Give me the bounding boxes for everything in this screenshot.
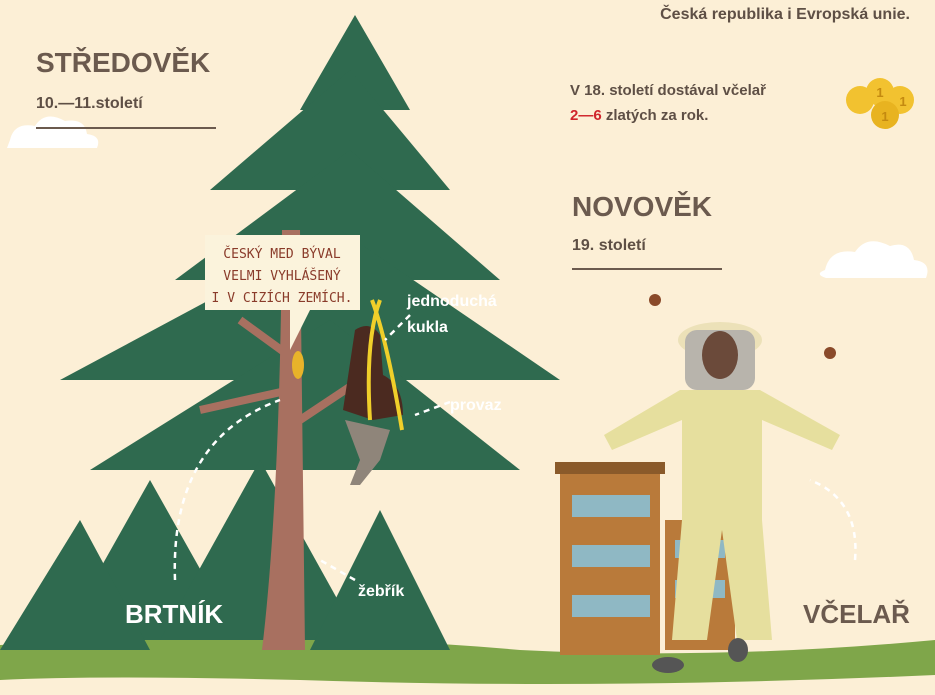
label: žebřík: [358, 583, 404, 600]
label: provaz: [450, 397, 502, 414]
bee: [824, 347, 836, 359]
bubble-line: I V CIZÍCH ZEMÍCH.: [212, 290, 353, 306]
wage-line: V 18. století dostával včelař: [570, 82, 766, 99]
wage-amount: 2—6: [570, 107, 602, 124]
bubble-line: VELMI VYHLÁŠENÝ: [223, 268, 341, 284]
label: kukla: [407, 319, 448, 336]
label: jednoduchá: [406, 293, 497, 310]
header-note: Česká republika i Evropská unie.: [660, 4, 910, 23]
modern-period: 19. století: [572, 237, 646, 254]
bubble-line: ČESKÝ MED BÝVAL: [223, 246, 341, 262]
label: BRTNÍK: [125, 599, 223, 629]
medieval-title: STŘEDOVĚK: [36, 47, 210, 78]
bee: [649, 294, 661, 306]
hollow: [292, 351, 304, 379]
label: VČELAŘ: [803, 599, 910, 629]
modern-title: NOVOVĚK: [572, 191, 712, 222]
infographic: 1 1 1 Česká republika i Evropská unie. S…: [0, 0, 935, 695]
coin-label: 1: [876, 85, 883, 100]
coin-label: 1: [899, 94, 906, 109]
wage-text: 2—6 zlatých za rok.: [570, 107, 708, 124]
coin-label: 1: [881, 109, 888, 124]
medieval-period: 10.—11.století: [36, 95, 143, 112]
wage-line: zlatých za rok.: [606, 107, 709, 124]
